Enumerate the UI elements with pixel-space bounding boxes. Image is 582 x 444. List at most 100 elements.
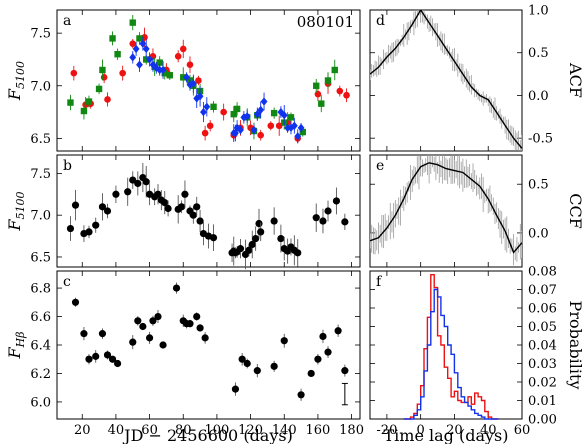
panel-b-point	[209, 234, 218, 242]
panel-a-point	[313, 82, 320, 89]
panel-a-point	[142, 44, 150, 54]
panel-b-point	[98, 203, 107, 211]
panel-e-errors	[370, 155, 522, 266]
panel-c-point	[324, 348, 332, 356]
panel-b-point	[294, 249, 302, 257]
panel-f-ytick-label: 0.03	[528, 357, 557, 372]
panel-d-ytick-label: 0.0	[528, 89, 549, 104]
panel-d-frame	[369, 9, 523, 152]
panel-a-point	[119, 69, 126, 77]
panel-c-point	[71, 298, 80, 306]
panel-a-point	[336, 87, 344, 95]
panel-a-ytick-label: 6.5	[30, 132, 51, 147]
panel-c-point	[196, 324, 204, 332]
panel-a-point	[80, 107, 88, 115]
panel-a-point	[257, 131, 264, 139]
panel-a-ytick-label: 7.5	[30, 27, 51, 42]
panel-c-ylabel: FHβ	[5, 331, 27, 359]
panel-b-ylabel: F5100	[5, 191, 27, 231]
panel-a-point	[314, 90, 322, 98]
panel-c-point	[253, 367, 261, 375]
panel-a-point	[237, 125, 244, 135]
panel-c-frame	[56, 270, 361, 420]
panel-b-point	[66, 224, 75, 233]
panel-a-point	[280, 111, 288, 120]
panel-c-point	[103, 351, 112, 359]
panel-e-letter: e	[376, 158, 384, 174]
panel-f-ytick-label: 0.02	[528, 376, 557, 391]
panel-c-point	[280, 337, 288, 345]
panel-a-letter: a	[63, 13, 71, 29]
panel-d-curve	[370, 10, 522, 149]
panel-c-point	[243, 359, 251, 368]
panel-c-point	[186, 320, 194, 328]
panel-b-point	[341, 218, 349, 226]
panel-a-point	[139, 39, 147, 48]
panel-c-point	[231, 385, 240, 393]
panel-c-point	[334, 327, 342, 335]
panel-f-histogram-red	[403, 274, 499, 420]
panel-a-point	[250, 125, 258, 135]
panel-a-point	[297, 123, 305, 133]
panel-f-xtick-label: 0	[417, 423, 425, 438]
panel-b-point	[124, 188, 132, 196]
panel-c-xtick-label: 20	[74, 423, 91, 438]
panel-a-point	[275, 122, 283, 130]
panel-f-ytick-label: 0.01	[528, 394, 557, 409]
panel-a-point	[220, 108, 227, 116]
panel-a-point	[159, 65, 167, 75]
panel-d-ylabel: ACF	[566, 62, 582, 98]
panel-f-ylabel: Probability	[566, 301, 582, 390]
panel-b-point	[112, 190, 120, 198]
panel-c-point	[201, 334, 209, 342]
panel-b-point	[270, 217, 278, 225]
panel-a-point	[156, 59, 163, 66]
panel-a-point	[70, 69, 78, 77]
panel-c-point	[85, 355, 93, 363]
panel-a-point	[149, 60, 157, 69]
panel-b-ytick-label: 7.5	[30, 167, 51, 182]
panel-c-ytick-label: 6.4	[30, 339, 51, 354]
panel-a-frame	[56, 9, 361, 152]
panel-a-point	[146, 55, 153, 64]
object-label: 080101	[297, 13, 354, 31]
panel-a-point	[230, 110, 237, 118]
panel-a-point	[195, 77, 202, 84]
panel-c-point	[114, 359, 122, 368]
panel-a-point	[109, 35, 116, 42]
panel-b-point	[277, 234, 285, 243]
panel-f-letter: f	[376, 274, 383, 290]
panel-a-point	[260, 97, 268, 106]
panel-c-xtick-label: 120	[238, 423, 263, 438]
panel-a-point	[196, 92, 204, 101]
panel-f-ytick-label: 0.00	[528, 413, 557, 428]
panel-a-point	[203, 102, 211, 112]
panel-b-point	[245, 246, 253, 254]
panel-b-ytick-label: 7.0	[30, 209, 51, 224]
panel-b-point	[164, 204, 172, 213]
panel-f-ytick-label: 0.07	[528, 283, 557, 298]
panel-a-point	[100, 74, 108, 81]
panel-a-point	[233, 105, 241, 113]
panel-a-point	[201, 129, 209, 137]
panel-b-point	[161, 199, 169, 207]
panel-f-ytick-label: 0.06	[528, 302, 557, 317]
panel-c-ytick-label: 6.2	[30, 367, 51, 382]
panel-c-point	[341, 367, 349, 375]
panel-c-point	[98, 330, 107, 338]
panel-c-xtick-label: 180	[339, 423, 364, 438]
panel-c-xlabel: JD − 2456600 (days)	[122, 426, 293, 444]
panel-f-ytick-label: 0.08	[528, 265, 557, 280]
panel-a-point	[318, 100, 325, 107]
panel-b-point	[312, 214, 320, 222]
panel-a-point	[114, 50, 121, 58]
panel-e-ytick-label: 0.0	[528, 226, 549, 241]
panel-d-ytick-label: 0.5	[528, 46, 549, 61]
panel-b-point	[252, 234, 260, 243]
panel-f-xtick-label: -20	[376, 423, 397, 438]
panel-c-point	[193, 312, 201, 321]
panel-c-point	[92, 352, 100, 360]
panel-f-frame	[369, 270, 523, 420]
panel-c-ytick-label: 6.8	[30, 282, 51, 297]
